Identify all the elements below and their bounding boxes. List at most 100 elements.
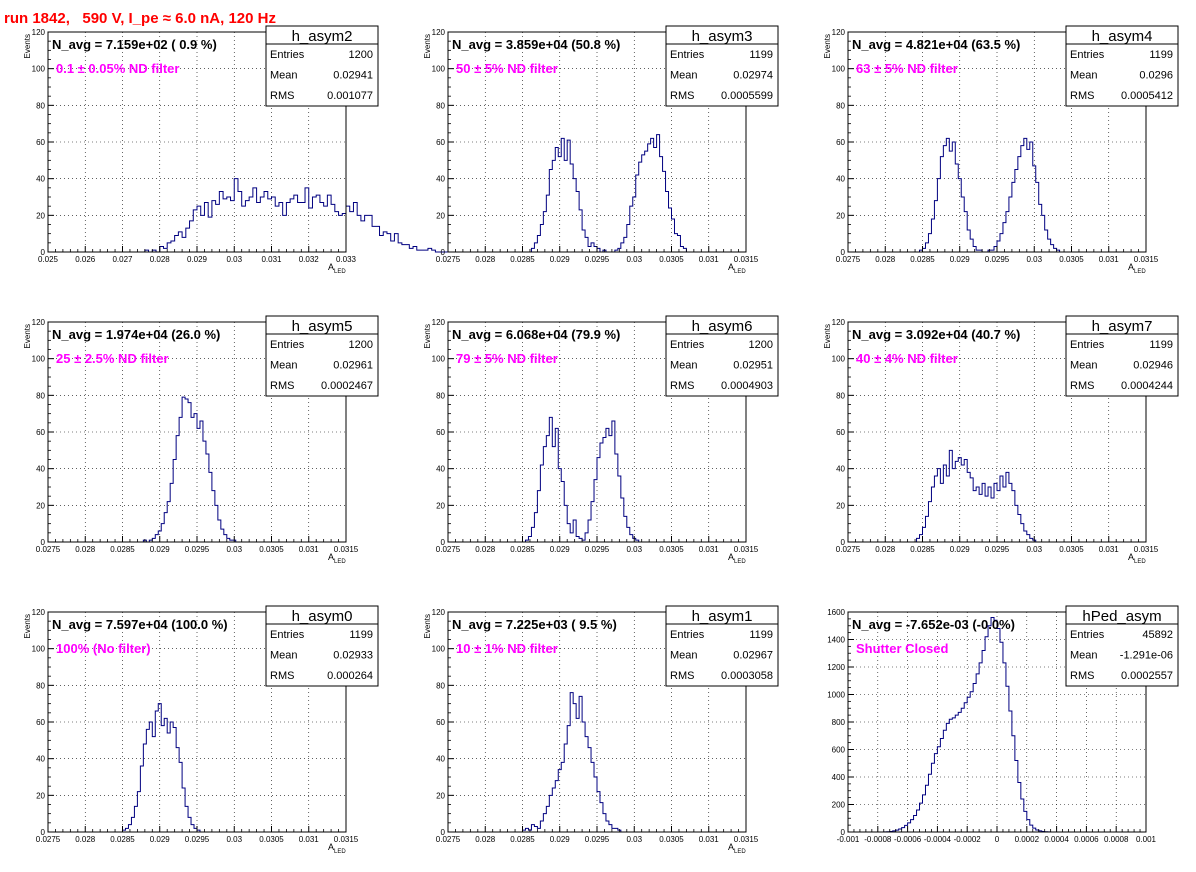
x-tick-label: 0.0275 [836,255,861,264]
histogram-pad-h_asym1: 0.0275 0.028 0.0285 0.029 0.0295 0.03 0.0305 0.… [423,605,779,855]
stats-value: 0.02967 [733,650,773,662]
y-axis-title: Events [423,614,432,638]
stats-title: hPed_asym [1082,608,1161,625]
stats-key: Mean [1070,70,1098,82]
y-tick-label: 0 [41,248,46,257]
stats-key: RMS [270,90,294,102]
x-tick-label: 0.0275 [436,255,461,264]
stats-key: Entries [270,339,305,351]
y-tick-label: 100 [432,65,446,74]
x-tick-label: 0.028 [875,255,896,264]
filter-annotation: 63 ± 5% ND filter [856,61,958,76]
x-tick-label: 0.0285 [110,545,135,554]
stats-key: RMS [1070,670,1094,682]
stats-key: RMS [1070,90,1094,102]
x-tick-label: 0.0305 [659,835,684,844]
stats-box [665,333,779,397]
x-tick-label: 0.029 [187,255,208,264]
x-tick-label: -0.0008 [864,835,892,844]
x-tick-label: 0.0315 [734,545,759,554]
x-tick-label: 0.03 [1026,545,1042,554]
x-tick-label: 0.0305 [259,835,284,844]
stats-key: Entries [670,49,705,61]
y-tick-label: 60 [36,138,45,147]
stats-box [1065,43,1179,107]
stats-key: Entries [1070,49,1105,61]
x-tick-label: -0.001 [837,835,860,844]
x-axis-title: ALED [328,842,346,855]
x-tick-label: 0.031 [699,835,720,844]
y-tick-label: 40 [436,465,445,474]
x-tick-label: 0.027 [112,255,133,264]
histogram-line [48,396,346,543]
x-tick-label: 0.03 [626,835,642,844]
y-tick-label: 100 [832,355,846,364]
stats-value: 0.0004244 [1121,380,1173,392]
filter-annotation: 0.1 ± 0.05% ND filter [56,61,179,76]
stats-value: 0.0005412 [1121,90,1173,102]
navg-label: N_avg = 7.225e+03 ( 9.5 %) [452,617,617,632]
filter-annotation: 25 ± 2.5% ND filter [56,351,169,366]
x-tick-label: 0.0275 [36,835,61,844]
stats-title: h_asym6 [692,318,753,335]
stats-key: RMS [1070,380,1094,392]
x-tick-label: 0.0285 [510,545,535,554]
x-tick-label: -0.0004 [924,835,952,844]
y-tick-label: 120 [432,608,446,617]
x-tick-label: 0.028 [475,835,496,844]
stats-title: h_asym3 [692,28,753,45]
x-tick-label: 0.0295 [985,545,1010,554]
stats-key: RMS [270,380,294,392]
stats-value: 1200 [749,339,773,351]
y-tick-label: 20 [436,501,445,510]
navg-label: N_avg = 7.159e+02 ( 0.9 %) [52,37,217,52]
x-tick-label: 0.0315 [334,545,359,554]
y-tick-label: 200 [832,801,846,810]
navg-label: N_avg = 4.821e+04 (63.5 %) [852,37,1020,52]
histogram-pad-h_asym2: 0.025 0.026 0.027 0.028 0.029 0.03 0.031 0.032 0… [23,25,458,275]
x-tick-label: 0.028 [475,545,496,554]
stats-key: Mean [270,650,298,662]
y-tick-label: 20 [36,501,45,510]
filter-annotation: 40 ± 4% ND filter [856,351,958,366]
x-tick-label: 0.0004 [1044,835,1069,844]
x-tick-label: 0.026 [75,255,96,264]
y-tick-label: 120 [832,318,846,327]
y-tick-label: 20 [836,501,845,510]
stats-value: 1199 [1149,339,1173,351]
x-tick-label: 0.031 [699,545,720,554]
y-axis-title: Events [423,34,432,58]
y-tick-label: 0 [441,248,446,257]
stats-value: 0.02946 [1133,360,1173,372]
x-tick-label: 0.0315 [334,835,359,844]
stats-value: 0.0003058 [721,670,773,682]
stats-key: RMS [270,670,294,682]
y-tick-label: 80 [36,681,45,690]
y-tick-label: 80 [436,391,445,400]
stats-value: 0.0002467 [321,380,373,392]
stats-key: RMS [670,380,694,392]
x-tick-label: 0.0305 [1059,545,1084,554]
x-axis-title: ALED [1128,262,1146,275]
x-tick-label: 0.028 [150,255,171,264]
y-tick-label: 120 [32,28,46,37]
y-tick-label: 80 [36,101,45,110]
stats-key: Mean [270,70,298,82]
stats-box [665,623,779,687]
y-tick-label: 100 [432,355,446,364]
y-tick-label: 40 [36,755,45,764]
stats-value: 1199 [749,49,773,61]
x-axis-title: ALED [728,552,746,565]
y-tick-label: 20 [836,211,845,220]
stats-value: 0.02933 [333,650,373,662]
stats-value: 0.000264 [327,670,373,682]
histogram-pad-hPed_asym: -0.001 -0.0008 -0.0006 -0.0004 -0.0002 0 0.000… [827,605,1179,844]
stats-title: h_asym0 [292,608,353,625]
x-tick-label: 0.029 [550,255,571,264]
x-tick-label: 0.0275 [36,545,61,554]
y-tick-label: 80 [836,391,845,400]
y-axis-title: Events [23,34,32,58]
x-tick-label: 0.0305 [659,545,684,554]
x-tick-label: 0.029 [950,545,971,554]
x-tick-label: 0 [995,835,1000,844]
